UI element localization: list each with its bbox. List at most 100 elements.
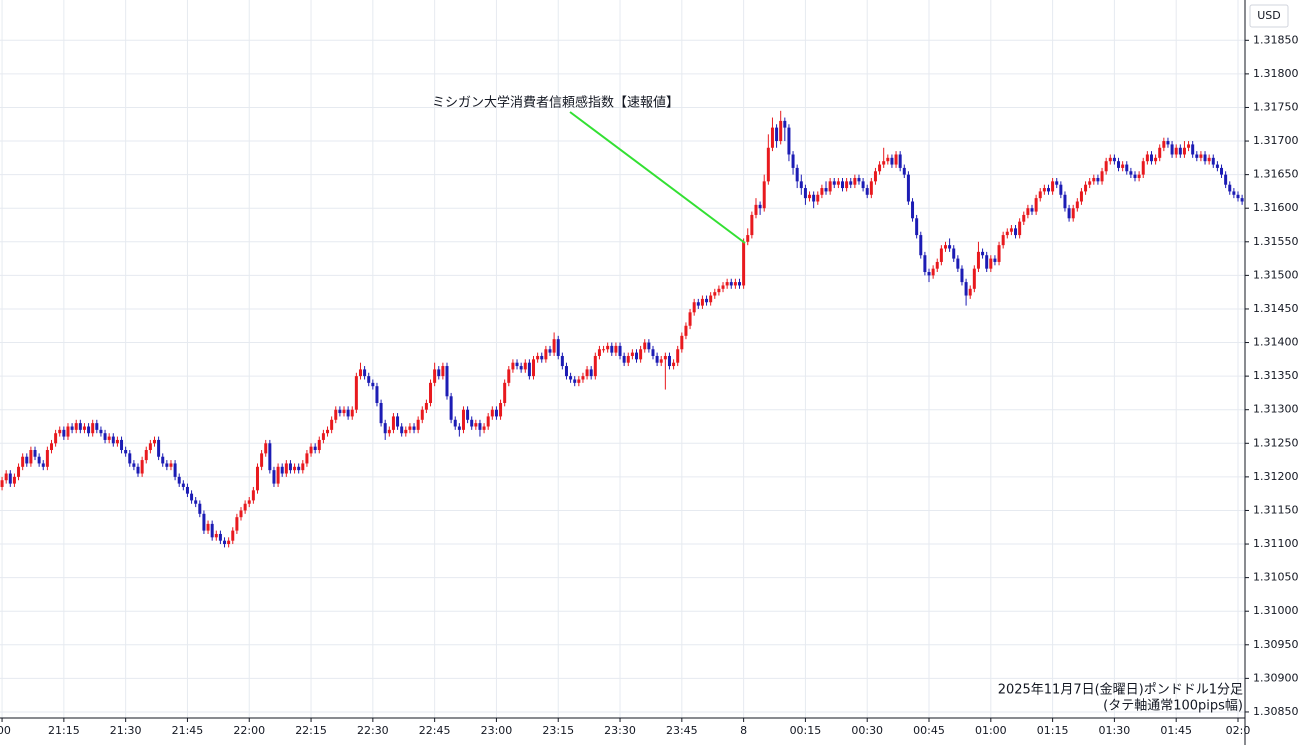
candle-body — [882, 161, 886, 165]
candle-body — [284, 463, 288, 474]
grid — [0, 0, 1245, 718]
candle-body — [886, 157, 890, 162]
candle-body — [152, 439, 156, 444]
candle-body — [37, 456, 41, 464]
candle-body — [1133, 174, 1137, 178]
candle-body — [585, 369, 589, 377]
candle-body — [643, 342, 647, 350]
candle-body — [717, 288, 721, 293]
candle-body — [74, 423, 78, 430]
candle-body — [762, 181, 766, 209]
candle-body — [939, 248, 943, 262]
candle-body — [700, 298, 704, 306]
candles — [0, 110, 1244, 548]
x-tick-label: 23:00 — [481, 724, 513, 737]
candle-body — [894, 154, 898, 165]
x-tick-label: 00:30 — [851, 724, 883, 737]
candle-body — [948, 245, 952, 249]
candle-body — [606, 345, 610, 350]
candle-body — [396, 416, 400, 427]
candle-body — [1117, 161, 1121, 168]
candle-body — [0, 480, 4, 487]
candle-body — [41, 463, 45, 467]
candle-body — [779, 120, 783, 142]
candle-body — [680, 335, 684, 350]
candle-body — [532, 359, 536, 377]
candle-body — [869, 181, 873, 195]
candle-body — [943, 245, 947, 249]
candle-body — [610, 345, 614, 353]
candle-body — [836, 181, 840, 185]
candle-body — [243, 503, 247, 511]
candle-body — [1154, 157, 1158, 162]
candle-body — [148, 443, 152, 451]
x-tick-label: 23:30 — [604, 724, 636, 737]
candle-body — [898, 154, 902, 168]
candle-body — [511, 362, 515, 370]
candle-body — [1174, 147, 1178, 155]
candle-body — [466, 409, 470, 420]
candle-body — [676, 349, 680, 363]
candle-body — [1137, 174, 1141, 178]
candle-body — [128, 453, 132, 464]
candle-body — [350, 409, 354, 417]
candle-body — [169, 463, 173, 467]
candle-body — [412, 426, 416, 430]
candle-body — [111, 436, 115, 444]
candle-body — [185, 486, 189, 494]
x-tick-label: 22:15 — [295, 724, 327, 737]
x-tick-label: 01:00 — [975, 724, 1007, 737]
candle-body — [602, 349, 606, 351]
candle-body — [840, 181, 844, 189]
candle-body — [721, 285, 725, 289]
candle-body — [70, 426, 74, 430]
candle-body — [906, 174, 910, 202]
candle-body — [268, 443, 272, 471]
candle-body — [770, 127, 774, 148]
candle-body — [799, 181, 803, 189]
candle-body — [297, 466, 301, 471]
candle-body — [1009, 228, 1013, 232]
candle-body — [803, 188, 807, 199]
candle-body — [577, 379, 581, 383]
candle-body — [548, 349, 552, 353]
candle-body — [919, 235, 923, 256]
y-unit: USD — [1257, 9, 1281, 22]
candle-body — [552, 339, 556, 353]
candle-body — [1166, 141, 1170, 145]
candle-body — [136, 466, 140, 474]
y-tick-label: 1.31550 — [1253, 235, 1299, 248]
candle-body — [639, 349, 643, 360]
candle-body — [1203, 154, 1207, 162]
candle-body — [4, 473, 8, 481]
candle-body — [25, 456, 29, 464]
candle-body — [21, 456, 25, 467]
candle-body — [733, 282, 737, 286]
y-tick-label: 1.31250 — [1253, 436, 1299, 449]
x-tick-label: 23:15 — [542, 724, 574, 737]
candle-body — [787, 127, 791, 155]
candle-body — [103, 433, 107, 440]
candle-body — [62, 429, 66, 437]
candle-body — [17, 466, 21, 477]
candle-body — [144, 450, 148, 461]
candle-body — [115, 439, 119, 444]
candle-body — [210, 523, 214, 538]
candle-body — [227, 540, 231, 545]
candle-body — [536, 355, 540, 360]
candle-body — [494, 409, 498, 417]
candle-body — [647, 342, 651, 350]
candle-body — [878, 164, 882, 172]
candle-body — [1005, 231, 1009, 236]
candle-body — [795, 167, 799, 182]
x-tick-label: 02:0 — [1226, 724, 1251, 737]
y-tick-label: 1.31600 — [1253, 201, 1299, 214]
candle-body — [424, 402, 428, 410]
candle-body — [672, 362, 676, 367]
candle-body — [313, 446, 317, 451]
candle-body — [416, 419, 420, 430]
candle-body — [622, 355, 626, 363]
candle-body — [997, 245, 1001, 262]
candle-body — [791, 154, 795, 168]
candle-body — [1030, 208, 1034, 212]
